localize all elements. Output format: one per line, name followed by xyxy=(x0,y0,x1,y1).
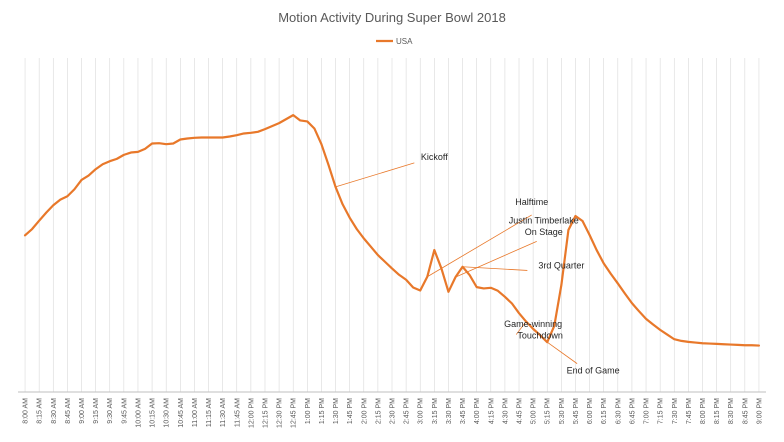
x-tick-label: 4:30 PM xyxy=(502,398,509,424)
x-tick-label: 10:15 AM xyxy=(150,398,157,428)
gridlines xyxy=(24,58,760,392)
x-tick-label: 8:45 AM xyxy=(65,398,72,424)
x-tick-label: 2:00 PM xyxy=(361,398,368,424)
x-tick-label: 5:30 PM xyxy=(559,398,566,424)
x-tick-label: 9:15 AM xyxy=(93,398,100,424)
x-tick-label: 3:45 PM xyxy=(460,398,467,424)
x-tick-label: 3:15 PM xyxy=(432,398,439,424)
x-tick-label: 12:45 PM xyxy=(291,398,298,428)
x-tick-label: 10:30 AM xyxy=(164,398,171,428)
x-tick-label: 7:30 PM xyxy=(672,398,679,424)
x-tick-label: 3:00 PM xyxy=(418,398,425,424)
x-tick-label: 4:15 PM xyxy=(488,398,495,424)
x-tick-label: 3:30 PM xyxy=(446,398,453,424)
annotation-leader xyxy=(462,266,528,271)
x-tick-label: 1:00 PM xyxy=(305,398,312,424)
x-tick-label: 8:45 PM xyxy=(742,398,749,424)
x-tick-label: 12:30 PM xyxy=(277,398,284,428)
x-tick-label: 11:30 AM xyxy=(220,398,227,427)
annotation-leader xyxy=(427,214,532,278)
annotation-label: Game-winning xyxy=(504,319,562,329)
x-tick-label: 9:00 AM xyxy=(79,398,86,424)
annotation-label: Halftime xyxy=(515,197,548,207)
x-tick-label: 8:15 AM xyxy=(37,398,44,424)
x-tick-label: 6:30 PM xyxy=(615,398,622,424)
x-tick-label: 7:15 PM xyxy=(658,398,665,424)
annotation-label: End of Game xyxy=(567,366,620,376)
x-tick-label: 4:45 PM xyxy=(517,398,524,424)
x-tick-label: 1:45 PM xyxy=(347,398,354,424)
legend-label-usa: USA xyxy=(396,37,413,46)
x-tick-label: 8:30 PM xyxy=(728,398,735,424)
x-tick-label: 6:00 PM xyxy=(587,398,594,424)
legend: USA xyxy=(376,37,413,46)
x-tick-label: 11:15 AM xyxy=(206,398,213,427)
x-tick-label: 9:30 AM xyxy=(107,398,114,424)
annotation-label: Touchdown xyxy=(517,331,563,341)
x-tick-label: 10:00 AM xyxy=(135,398,142,428)
annotation-label: Justin Timberlake xyxy=(509,215,579,225)
x-tick-label: 8:00 PM xyxy=(700,398,707,424)
annotation-leader xyxy=(547,341,578,364)
x-tick-label: 7:00 PM xyxy=(644,398,651,424)
x-tick-label: 11:45 AM xyxy=(234,398,241,427)
annotations: Kickoff Halftime Justin Timberlake On Stage… xyxy=(421,152,620,376)
x-tick-label: 2:30 PM xyxy=(390,398,397,424)
x-tick-label: 5:45 PM xyxy=(573,398,580,424)
x-tick-label: 6:15 PM xyxy=(601,398,608,424)
x-tick-labels: 8:00 AM 8:15 AM 8:30 AM 8:45 AM 9:00 AM 9:15 … xyxy=(23,398,764,428)
x-tick-label: 8:15 PM xyxy=(714,398,721,424)
x-tick-label: 8:30 AM xyxy=(51,398,58,424)
x-tick-label: 12:00 PM xyxy=(248,398,255,428)
x-tick-label: 1:15 PM xyxy=(319,398,326,424)
x-tick-label: 1:30 PM xyxy=(333,398,340,424)
annotation-leader xyxy=(515,321,527,335)
x-tick-label: 5:15 PM xyxy=(545,398,552,424)
annotation-leader xyxy=(455,240,537,278)
x-tick-label: 2:45 PM xyxy=(404,398,411,424)
x-tick-label: 9:00 PM xyxy=(756,398,763,424)
annotation-label: 3rd Quarter xyxy=(538,260,584,270)
x-tick-label: 6:45 PM xyxy=(629,398,636,424)
x-tick-label: 11:00 AM xyxy=(192,398,199,427)
x-tick-label: 10:45 AM xyxy=(178,398,185,428)
x-tick-label: 2:15 PM xyxy=(375,398,382,424)
x-tick-label: 9:45 AM xyxy=(121,398,128,424)
chart-title: Motion Activity During Super Bowl 2018 xyxy=(278,10,506,25)
x-tick-label: 12:15 PM xyxy=(262,398,269,428)
x-tick-label: 8:00 AM xyxy=(23,398,30,424)
annotation-label: Kickoff xyxy=(421,152,448,162)
annotation-leaders xyxy=(335,162,578,364)
annotation-leader xyxy=(335,162,415,188)
x-tick-label: 5:00 PM xyxy=(531,398,538,424)
x-tick-label: 7:45 PM xyxy=(686,398,693,424)
annotation-label: On Stage xyxy=(525,227,563,237)
series-line-usa xyxy=(23,114,761,347)
x-tick-label: 4:00 PM xyxy=(474,398,481,424)
